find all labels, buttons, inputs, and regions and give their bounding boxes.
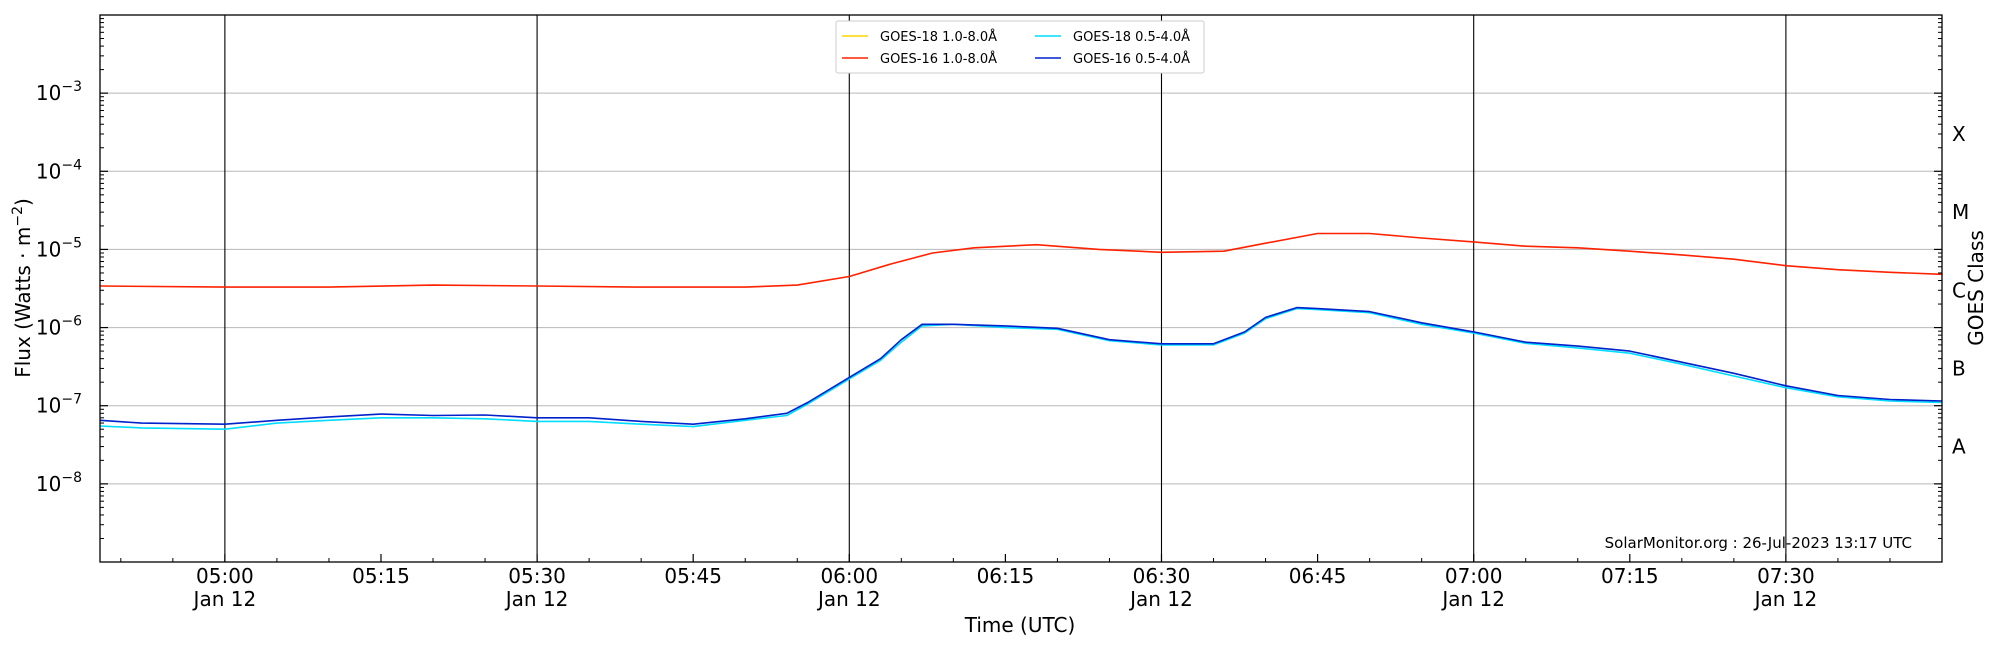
x-tick-date: Jan 12: [816, 587, 881, 611]
y-tick-exponent: −5: [61, 235, 82, 251]
y-tick-base: 10: [36, 472, 61, 496]
y-tick-label: 10−6: [36, 314, 82, 340]
legend-label-goes18-long: GOES-18 1.0-8.0Å: [880, 29, 997, 45]
x-tick-label: 05:45: [664, 564, 722, 588]
x-tick-label: 07:15: [1601, 564, 1659, 588]
y-tick-base: 10: [36, 394, 61, 418]
legend-label-goes18-short: GOES-18 0.5-4.0Å: [1073, 29, 1190, 45]
legend-box: [835, 20, 1205, 74]
y-axis-title-main: Flux (Watts · m: [11, 227, 35, 378]
goes-class-m: M: [1952, 200, 1969, 224]
y-tick-label: 10−3: [36, 79, 82, 105]
y-tick-label: 10−8: [36, 470, 82, 496]
goes-class-a: A: [1952, 435, 1966, 459]
goes-class-b: B: [1952, 356, 1966, 380]
y-tick-label: 10−7: [36, 392, 82, 418]
x-tick-date: Jan 12: [192, 587, 257, 611]
legend-label-goes16-short: GOES-16 0.5-4.0Å: [1073, 51, 1190, 67]
legend: GOES-18 1.0-8.0Å GOES-16 1.0-8.0Å GOES-1…: [835, 20, 1205, 74]
y-tick-exponent: −6: [61, 314, 82, 330]
y-tick-exponent: −8: [61, 470, 82, 486]
series-line-3: [99, 306, 1943, 425]
y-tick-base: 10: [36, 237, 61, 261]
series-line-1: [99, 232, 1943, 288]
x-axis-title: Time (UTC): [964, 613, 1076, 637]
goes-class-x: X: [1952, 122, 1966, 146]
x-tick-label: 05:15: [352, 564, 410, 588]
x-tick-label: 06:30: [1133, 564, 1191, 588]
y-tick-exponent: −3: [61, 79, 82, 95]
y-tick-base: 10: [36, 81, 61, 105]
y-axis-title-exponent: −2: [10, 206, 26, 227]
x-tick-date: Jan 12: [1128, 587, 1193, 611]
y-tick-exponent: −4: [61, 157, 82, 173]
goes-class-c: C: [1952, 278, 1966, 302]
x-tick-label: 05:00: [196, 564, 254, 588]
x-tick-label: 07:30: [1757, 564, 1815, 588]
series-line-2: [99, 307, 1943, 430]
right-axis-title: GOES Class: [1964, 230, 1988, 346]
y-axis-title-close: ): [11, 198, 35, 206]
x-tick-date: Jan 12: [504, 587, 569, 611]
y-tick-base: 10: [36, 316, 61, 340]
x-tick-date: Jan 12: [1440, 587, 1505, 611]
x-tick-label: 05:30: [508, 564, 566, 588]
y-axis-ticks: 10−810−710−610−510−410−3: [36, 18, 1942, 539]
x-tick-label: 06:45: [1289, 564, 1347, 588]
plot-frame: [99, 14, 1943, 563]
x-tick-date: Jan 12: [1753, 587, 1818, 611]
x-tick-label: 06:00: [820, 564, 878, 588]
goes-class-labels: A B C M X: [1952, 122, 1969, 459]
legend-label-goes16-long: GOES-16 1.0-8.0Å: [880, 51, 997, 67]
y-tick-label: 10−4: [36, 157, 82, 183]
y-axis-title: Flux (Watts · m−2): [10, 198, 35, 378]
grid-layer: [100, 15, 1942, 562]
y-tick-label: 10−5: [36, 235, 82, 261]
x-tick-label: 07:00: [1445, 564, 1503, 588]
x-tick-label: 06:15: [977, 564, 1035, 588]
source-credit: SolarMonitor.org : 26-Jul-2023 13:17 UTC: [1605, 534, 1912, 552]
y-tick-base: 10: [36, 159, 61, 183]
y-tick-exponent: −7: [61, 392, 82, 408]
series-layer: [99, 232, 1943, 430]
